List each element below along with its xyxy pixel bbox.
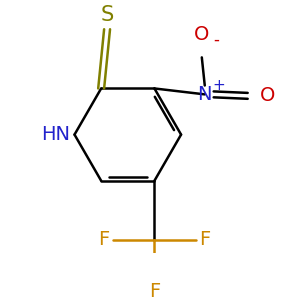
Text: N: N <box>197 85 212 104</box>
Text: F: F <box>200 230 211 250</box>
Text: O: O <box>260 86 275 105</box>
Text: HN: HN <box>41 125 70 144</box>
Text: -: - <box>214 31 220 49</box>
Text: F: F <box>98 230 110 250</box>
Text: S: S <box>100 5 114 25</box>
Text: O: O <box>194 25 209 44</box>
Text: +: + <box>213 78 225 93</box>
Text: F: F <box>149 282 160 300</box>
